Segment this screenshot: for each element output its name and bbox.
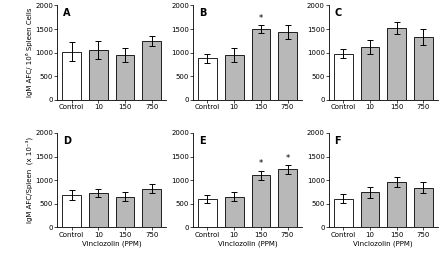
Bar: [278, 32, 297, 100]
Bar: [62, 195, 81, 227]
Text: D: D: [63, 136, 71, 146]
Bar: [116, 197, 134, 227]
Bar: [251, 29, 270, 100]
Bar: [361, 47, 379, 100]
X-axis label: Vinclozolin (PPM): Vinclozolin (PPM): [82, 240, 141, 247]
Y-axis label: IgM AFC/ 10⁶ Spleen Cells: IgM AFC/ 10⁶ Spleen Cells: [26, 8, 33, 98]
Text: E: E: [198, 136, 205, 146]
Text: *: *: [286, 154, 290, 163]
Bar: [387, 28, 406, 100]
Bar: [334, 199, 353, 227]
Bar: [142, 41, 161, 100]
Bar: [62, 52, 81, 100]
Bar: [225, 197, 244, 227]
Bar: [198, 58, 217, 100]
Bar: [361, 192, 379, 227]
Bar: [251, 175, 270, 227]
Text: F: F: [335, 136, 341, 146]
Text: *: *: [259, 159, 263, 169]
Text: C: C: [335, 8, 342, 18]
Bar: [414, 37, 433, 100]
Bar: [414, 188, 433, 227]
Y-axis label: IgM AFC/Spleen  (x 10⁻³): IgM AFC/Spleen (x 10⁻³): [25, 137, 33, 223]
Text: A: A: [63, 8, 70, 18]
X-axis label: Vinclozolin (PPM): Vinclozolin (PPM): [218, 240, 277, 247]
Bar: [198, 199, 217, 227]
Bar: [278, 169, 297, 227]
Bar: [89, 50, 108, 100]
Text: *: *: [259, 14, 263, 23]
Bar: [387, 182, 406, 227]
Bar: [89, 193, 108, 227]
X-axis label: Vinclozolin (PPM): Vinclozolin (PPM): [354, 240, 413, 247]
Bar: [334, 54, 353, 100]
Bar: [225, 55, 244, 100]
Bar: [142, 189, 161, 227]
Text: B: B: [198, 8, 206, 18]
Bar: [116, 55, 134, 100]
